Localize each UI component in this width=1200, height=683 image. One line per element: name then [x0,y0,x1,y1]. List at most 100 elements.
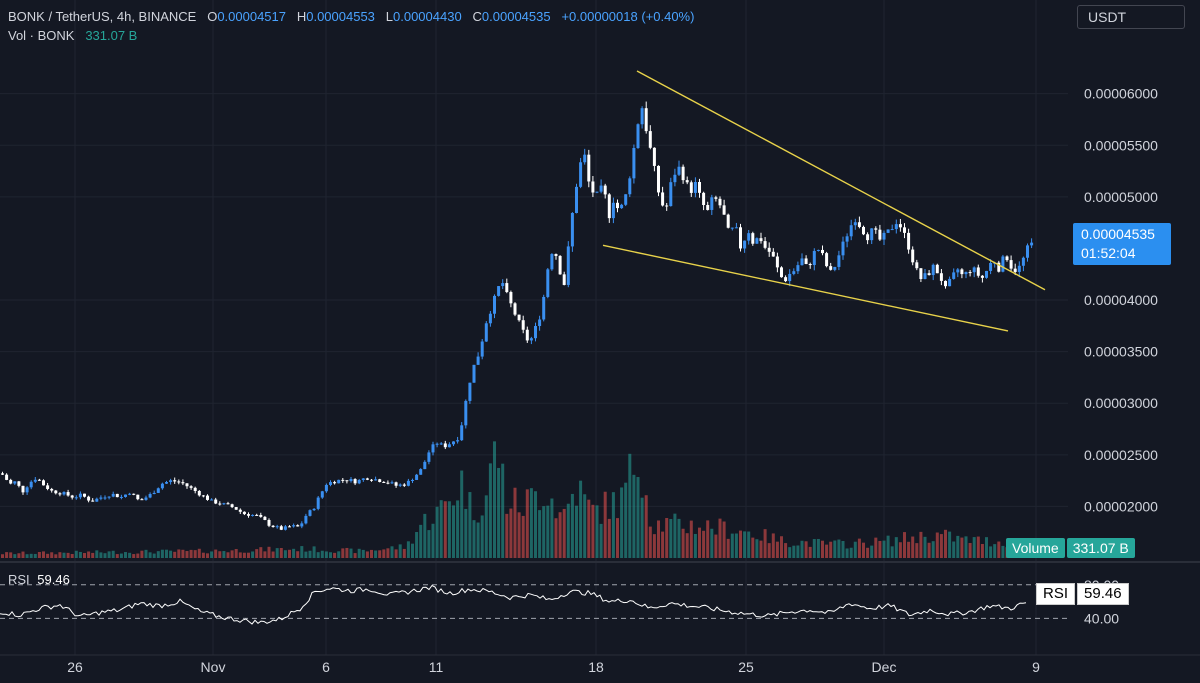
candle-body [62,492,66,495]
volume-bar [730,533,734,558]
volume-bar [185,551,189,558]
candle-body [472,364,476,383]
candle-body [337,479,341,484]
volume-bar [308,550,312,558]
candle-body [144,497,148,500]
volume-bar [821,540,824,558]
volume-label[interactable]: Vol · BONK [8,28,75,43]
volume-bar [878,540,882,558]
volume-bar [46,553,50,558]
candlesticks [1,101,1034,531]
candle-body [165,482,168,484]
volume-bar [714,534,718,558]
volume-bar [763,529,767,558]
high-label: H [296,9,307,24]
candle-body [50,488,54,491]
volume-bar [513,487,517,558]
rsi-header[interactable]: RSI 59.46 [8,572,70,587]
volume-bar [616,518,619,558]
volume-bar [751,537,755,558]
y-tick-label: 0.00004000 [1084,292,1158,308]
rsi-pane: 80.0040.00 [0,577,1119,626]
trendline [602,244,1009,332]
volume-bar [866,547,870,558]
volume-bar [657,520,660,558]
candle-body [546,269,550,297]
trendline [636,70,1046,291]
candle-body [997,262,1001,272]
candle-body [70,495,74,498]
volume-bar [374,550,378,558]
candle-body [439,443,443,445]
volume-bar [115,554,119,558]
candle-body [681,166,685,181]
volume-bar [911,536,915,558]
volume-bar [874,537,878,558]
candle-body [661,192,665,206]
volume-bar [251,551,255,558]
volume-bar [525,489,529,558]
volume-bar [488,463,492,558]
volume-bar [997,541,1001,558]
volume-bar [845,548,849,558]
volume-bar [271,551,275,558]
volume-bar [345,547,349,558]
currency-selector[interactable]: USDT [1077,5,1185,29]
candle-body [177,481,181,483]
volume-bar [431,523,435,558]
volume-bar [632,474,636,558]
volume-bar [484,495,488,558]
candle-body [259,514,263,517]
volume-bar [903,532,906,558]
candle-body [980,275,984,278]
candle-body [185,483,189,487]
volume-bar [226,552,230,558]
volume-bar [1,554,4,558]
volume-bar [78,551,82,558]
candle-body [698,181,701,193]
volume-header: Vol · BONK 331.07 B [8,28,137,43]
candle-body [710,197,714,210]
candle-body [628,178,632,195]
volume-bar [599,523,603,558]
candle-body [292,525,296,527]
candle-body [599,185,603,192]
candle-body [849,225,853,237]
candle-body [91,500,95,502]
candle-body [476,356,480,365]
candle-body [915,262,919,269]
candle-body [956,269,960,273]
volume-bar [796,545,800,558]
candle-body [517,314,521,321]
candle-body [54,490,58,494]
candle-body [972,267,976,273]
candle-body [95,498,99,502]
volume-bar [234,549,238,558]
volume-bar [402,548,406,558]
volume-bar [570,493,574,558]
volume-bar [611,492,615,558]
volume-bar [583,494,587,558]
candle-body [726,214,730,228]
candle-body [263,516,267,520]
candle-body [275,526,279,528]
volume-bar [607,518,611,558]
volume-bar [542,506,546,558]
volume-bar [722,521,726,558]
volume-bar [624,482,628,558]
candle-body [443,443,447,448]
volume-bar [50,552,54,558]
candle-body [201,495,205,497]
symbol-name[interactable]: BONK / TetherUS, 4h, BINANCE [8,9,197,24]
candle-body [550,254,554,270]
candle-body [603,185,607,195]
volume-bar [58,552,62,558]
volume-bar [862,542,865,558]
y-tick-label: 0.00005000 [1084,189,1158,205]
volume-bar [554,518,558,558]
candle-body [882,232,886,240]
volume-bar [193,550,197,558]
candle-body [312,508,316,511]
candle-body [464,400,468,426]
